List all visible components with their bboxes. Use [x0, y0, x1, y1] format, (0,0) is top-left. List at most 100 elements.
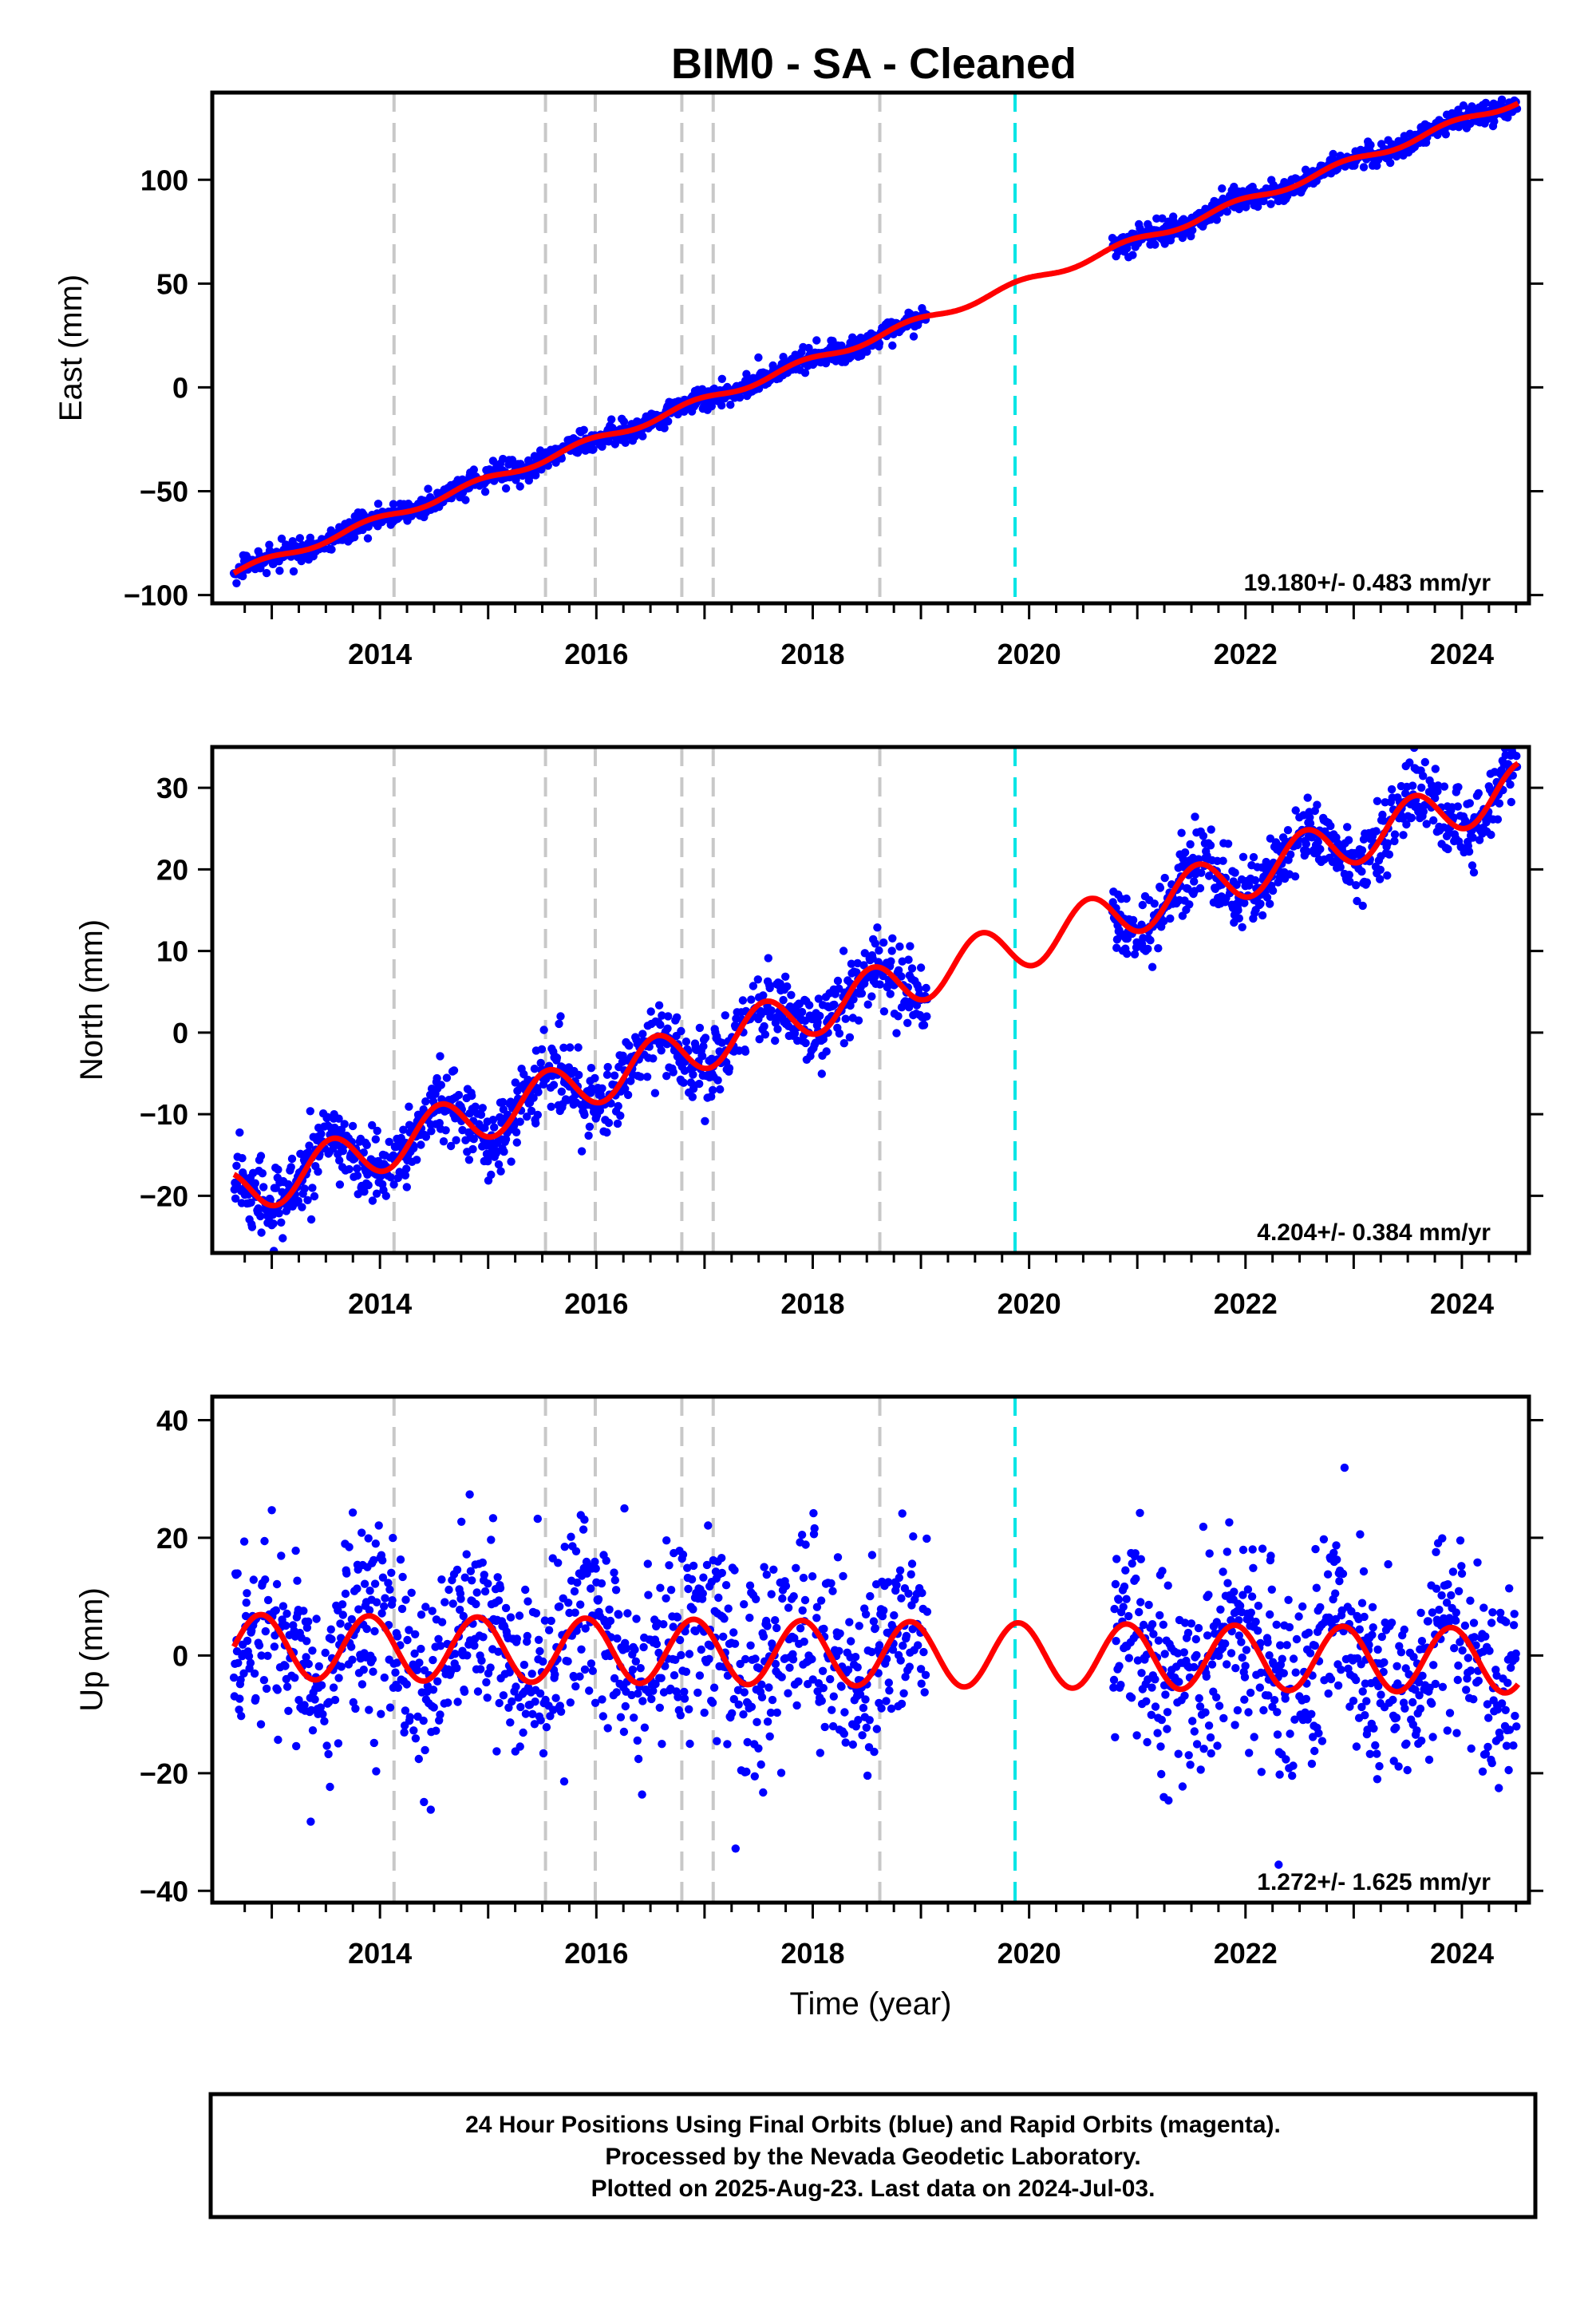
data-point [877, 1704, 886, 1713]
data-point [1275, 1770, 1284, 1779]
data-point [1428, 1699, 1436, 1708]
data-point [306, 1107, 314, 1116]
data-point [1352, 1742, 1361, 1751]
data-point [1456, 1536, 1465, 1545]
data-point [657, 1674, 666, 1682]
data-point [243, 1589, 251, 1598]
data-point [612, 1688, 621, 1697]
y-tick-label: −10 [140, 1098, 188, 1131]
data-point [437, 1618, 447, 1626]
data-point [675, 1635, 685, 1645]
data-point [277, 1218, 286, 1227]
data-point [812, 1603, 822, 1611]
data-point [720, 1614, 729, 1623]
data-point [610, 1674, 619, 1683]
data-point [457, 1517, 466, 1527]
data-point [261, 1575, 270, 1584]
data-point [1390, 830, 1400, 839]
data-point [570, 1587, 579, 1596]
data-point [799, 1573, 808, 1583]
data-point [324, 1749, 333, 1759]
data-point [533, 1110, 542, 1120]
data-point [1250, 1733, 1258, 1741]
data-point [1353, 896, 1361, 906]
data-point [490, 1123, 499, 1132]
data-point [302, 1637, 311, 1646]
data-point [1235, 1601, 1245, 1611]
data-point [828, 1705, 836, 1714]
data-point [851, 1722, 861, 1731]
data-point [1442, 1599, 1452, 1607]
data-point [602, 1070, 612, 1079]
data-point [1365, 1749, 1375, 1758]
panel-east: 2014 2016 2018 2020 2022 2024−100−50050100Eas… [53, 90, 1543, 670]
data-point [763, 1622, 772, 1630]
panel-north: 2014 2016 2018 2020 2022 2024−20−100102030Nor… [74, 745, 1543, 1320]
data-point [619, 417, 629, 426]
rate-label: 4.204+/- 0.384 mm/yr [1257, 1219, 1491, 1246]
data-point [330, 1695, 340, 1705]
data-point [819, 1684, 828, 1693]
data-point [547, 1102, 555, 1112]
data-point [919, 1647, 928, 1657]
data-point [1245, 881, 1254, 890]
data-point [658, 1011, 666, 1020]
data-point [413, 1156, 421, 1164]
data-point [414, 1754, 423, 1764]
data-point [1266, 1610, 1274, 1619]
data-point [741, 1047, 750, 1056]
data-point [1246, 1608, 1256, 1617]
data-point [1152, 214, 1161, 223]
data-point [255, 1641, 264, 1650]
data-point [1115, 1662, 1124, 1670]
data-point [1163, 1708, 1172, 1717]
data-point [769, 1565, 778, 1575]
data-point [813, 1018, 822, 1027]
data-point [839, 947, 848, 955]
data-point [866, 1591, 875, 1601]
data-point [716, 1085, 725, 1094]
data-point [401, 1171, 410, 1180]
data-point [1495, 799, 1504, 808]
data-point [680, 1687, 689, 1697]
data-point [400, 1728, 409, 1737]
data-point [336, 1619, 345, 1628]
data-point [1307, 1759, 1317, 1769]
data-point [613, 1634, 622, 1643]
data-point [1121, 1566, 1130, 1575]
data-point [1281, 1694, 1290, 1703]
data-point [1231, 868, 1239, 877]
data-point [683, 1563, 692, 1572]
data-point [508, 1697, 516, 1706]
data-point [415, 1658, 424, 1667]
data-point [1505, 1725, 1515, 1734]
data-point [1357, 846, 1367, 855]
data-point [1196, 1765, 1205, 1774]
data-point [263, 1595, 273, 1605]
data-point [573, 1578, 582, 1587]
data-point [542, 1074, 551, 1084]
data-point [1464, 847, 1474, 856]
y-tick-label: 100 [140, 164, 188, 196]
data-point [1235, 1616, 1243, 1625]
data-point [449, 1066, 459, 1075]
data-point [402, 1183, 411, 1192]
data-point [487, 1535, 496, 1544]
data-point [717, 1568, 726, 1578]
data-point [797, 1531, 807, 1539]
data-point [549, 1081, 559, 1089]
data-point [1218, 184, 1227, 193]
data-point [1235, 914, 1244, 923]
data-point [527, 1670, 536, 1678]
data-point [274, 1165, 282, 1174]
data-point [479, 1633, 488, 1642]
data-point [1156, 883, 1165, 892]
data-point [1503, 113, 1512, 122]
data-point [598, 1712, 607, 1721]
data-point [662, 1072, 671, 1081]
data-point [1336, 863, 1345, 871]
data-point [678, 1550, 688, 1559]
data-point [1454, 783, 1463, 792]
data-point [1265, 1651, 1274, 1660]
data-point [499, 1097, 508, 1107]
